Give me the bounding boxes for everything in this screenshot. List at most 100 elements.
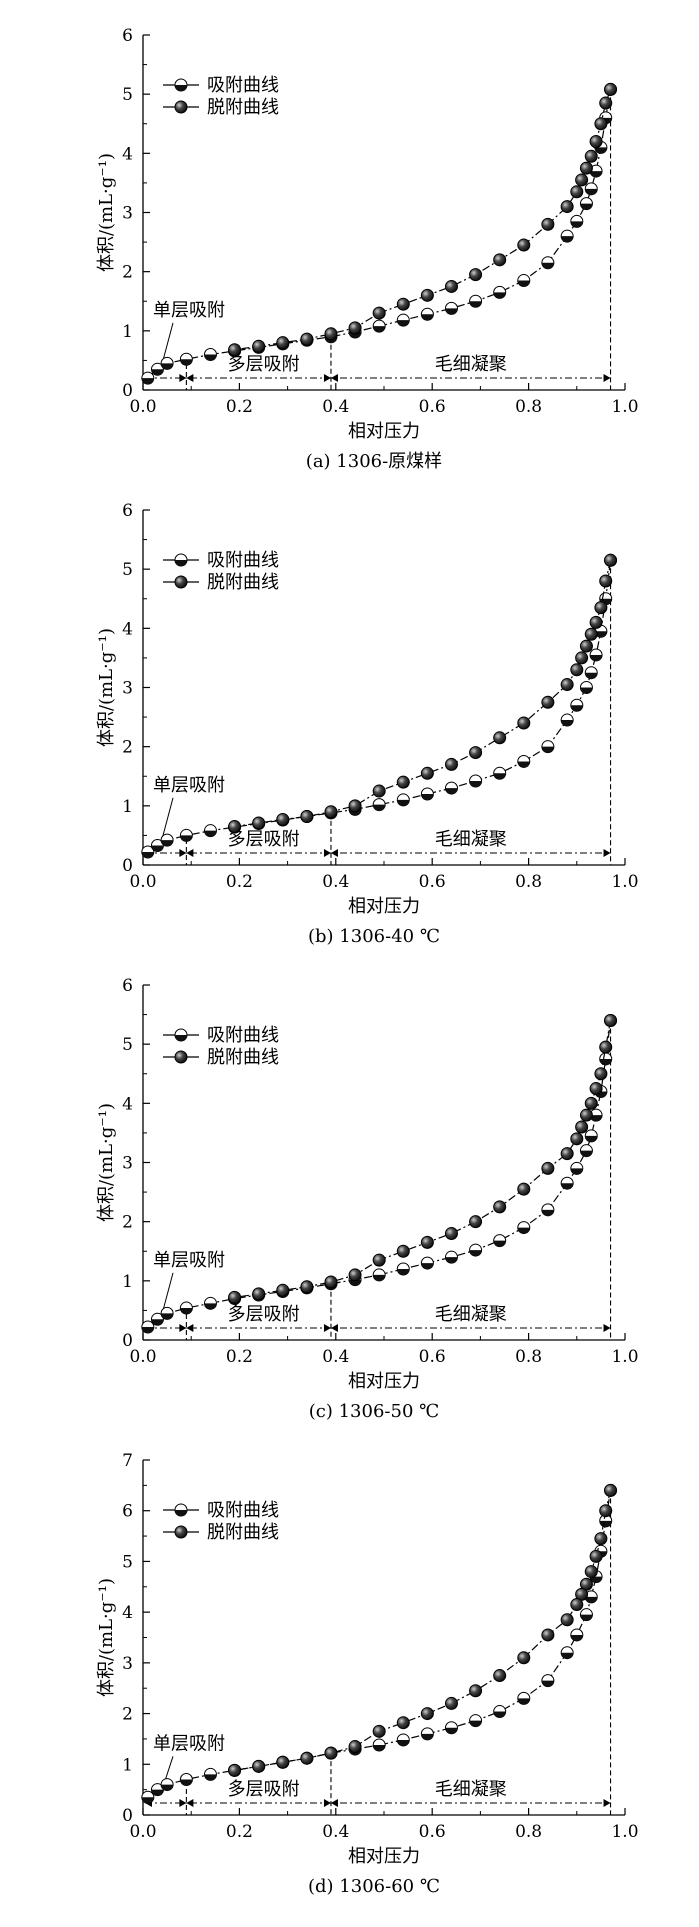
series-2-point	[589, 615, 603, 629]
series-2-point	[420, 766, 434, 780]
multilayer-label: 多层吸附	[228, 1779, 300, 1800]
series-2-point	[594, 1532, 608, 1546]
monolayer-label: 单层吸附	[153, 1250, 225, 1271]
series-2-point	[541, 1628, 555, 1642]
series-2-point	[493, 1669, 507, 1683]
series-1-point	[469, 1243, 483, 1257]
series-2-point	[579, 161, 593, 175]
series-2-point	[276, 1755, 290, 1769]
series-1-point	[469, 1714, 483, 1728]
series-2-point	[372, 1253, 386, 1267]
series-2-point	[348, 799, 362, 813]
series-2-point	[324, 1746, 338, 1760]
series-1-point	[396, 1262, 410, 1276]
series-2-point	[396, 1244, 410, 1258]
series-2-point	[560, 200, 574, 214]
x-tick-label: 0.6	[419, 872, 446, 892]
series-2-point	[604, 1014, 618, 1027]
x-tick-label: 0.4	[322, 1347, 349, 1367]
y-tick-label: 5	[122, 1552, 133, 1572]
x-tick-label: 0.2	[226, 872, 253, 892]
x-tick-label: 0.0	[129, 397, 156, 417]
x-tick-label: 0.2	[226, 397, 253, 417]
series-1-point	[203, 824, 217, 838]
series-1-point	[150, 362, 164, 376]
multilayer-label: 多层吸附	[228, 829, 300, 850]
panel-caption: (b) 1306-40 ℃	[308, 926, 440, 947]
arrow-head	[330, 849, 338, 857]
y-tick-label: 3	[122, 204, 133, 224]
arrow-head	[603, 1324, 611, 1332]
series-2-point	[444, 757, 458, 771]
series-2-point	[594, 1067, 608, 1081]
arrow-head	[179, 374, 187, 382]
series-1-point	[589, 648, 603, 662]
y-tick-label: 3	[122, 1154, 133, 1174]
series-1-point	[599, 1052, 613, 1066]
series-2-point	[276, 336, 290, 350]
series-1-point	[579, 681, 593, 694]
series-1-point	[160, 356, 174, 370]
series-1-point	[444, 1721, 458, 1735]
series-2-point	[228, 820, 242, 834]
x-tick-label: 0.8	[515, 397, 542, 417]
series-1-point	[579, 197, 593, 211]
series-1-point	[396, 793, 410, 807]
series-1-point	[541, 740, 555, 754]
series-2-point	[420, 1707, 434, 1721]
x-tick-label: 0.8	[515, 872, 542, 892]
series-1-point	[570, 698, 584, 712]
series-2-point	[469, 1684, 483, 1698]
series-2-point	[584, 1096, 598, 1110]
series-1-point	[560, 713, 574, 727]
series-1-point	[579, 1608, 593, 1622]
series-2-point	[396, 297, 410, 311]
arrow-head	[323, 1324, 331, 1332]
series-2-point	[228, 1763, 242, 1777]
series-2-point	[517, 716, 531, 730]
series-2-point	[252, 816, 266, 830]
series-2-point	[584, 149, 598, 163]
capillary-label: 毛细凝聚	[435, 1304, 507, 1325]
series-1-point	[141, 371, 155, 385]
series-2-point	[252, 1287, 266, 1301]
y-tick-label: 2	[122, 263, 133, 283]
series-2-point	[604, 1483, 618, 1497]
series-2-point	[228, 1290, 242, 1304]
y-tick-label: 6	[122, 1502, 133, 1522]
arrow-head	[603, 374, 611, 382]
series-2-point	[560, 1613, 574, 1627]
series-2-point	[372, 306, 386, 320]
series-2-point	[252, 1759, 266, 1773]
series-2-point	[300, 809, 314, 823]
series-1-point	[541, 256, 555, 270]
series-2-point	[541, 217, 555, 231]
arrow-head	[186, 849, 194, 857]
series-2-point	[469, 1215, 483, 1229]
series-1-point	[560, 1646, 574, 1660]
series-2-point	[396, 775, 410, 789]
series-2-point	[579, 639, 593, 653]
series-2-point	[396, 1716, 410, 1730]
monolayer-label: 单层吸附	[153, 1733, 225, 1754]
series-1-point	[493, 1234, 507, 1248]
series-1-point	[444, 781, 458, 795]
series-1-point	[372, 319, 386, 333]
series-1-point	[517, 1221, 531, 1235]
y-tick-label: 7	[122, 1451, 133, 1471]
series-1-point	[203, 1767, 217, 1781]
series-line-2	[234, 560, 612, 828]
y-tick-label: 1	[122, 1755, 133, 1775]
series-1-point	[179, 828, 193, 842]
series-1-point	[420, 1727, 434, 1741]
series-2-point	[420, 288, 434, 302]
series-2-point	[493, 253, 507, 267]
series-1-point	[584, 666, 598, 680]
x-tick-label: 0.6	[419, 397, 446, 417]
arrow-head	[330, 1799, 338, 1807]
series-2-point	[599, 96, 613, 110]
series-2-point	[469, 746, 483, 760]
arrow-head	[179, 1324, 187, 1332]
arrow-head	[330, 1324, 338, 1332]
series-2-point	[348, 1268, 362, 1282]
